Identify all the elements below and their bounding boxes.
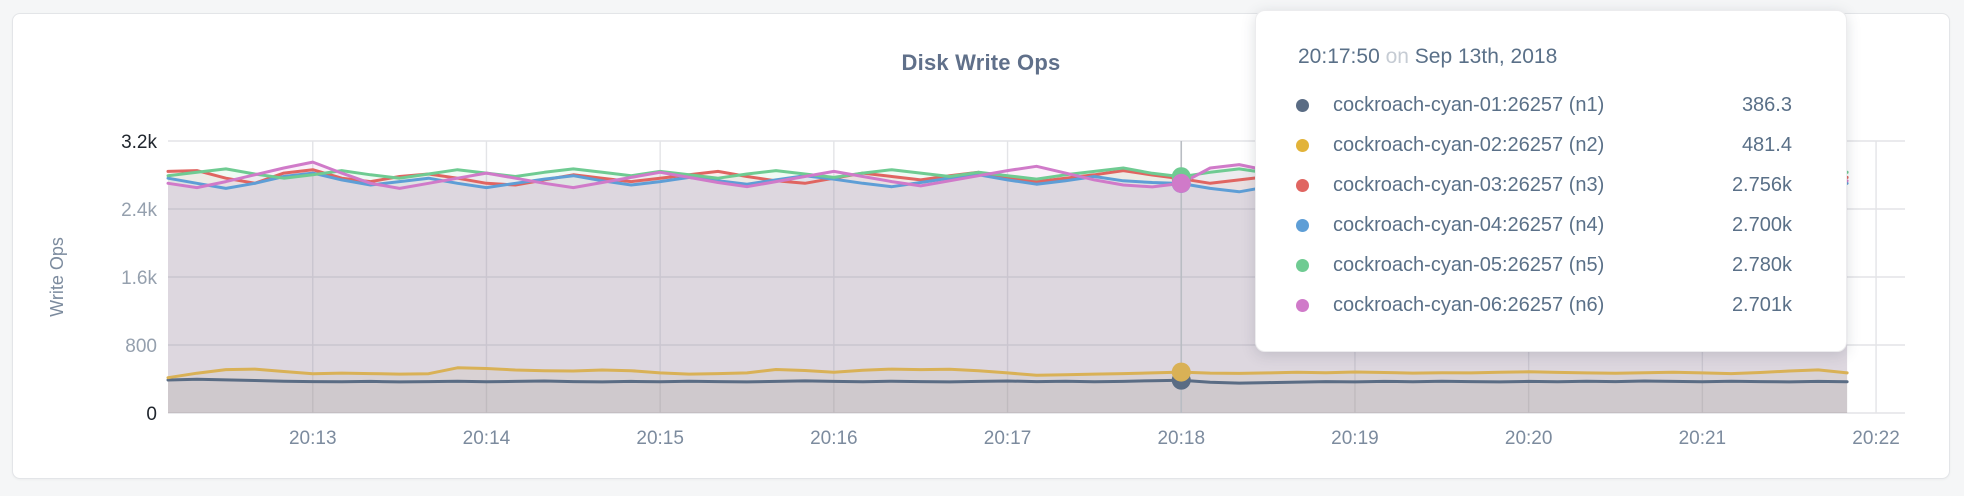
- tooltip-series-row: cockroach-cyan-06:26257 (n6) 2.701k: [1296, 285, 1792, 325]
- series-value: 2.756k: [1731, 173, 1792, 196]
- tooltip-time: 20:17:50: [1298, 45, 1380, 68]
- series-label: cockroach-cyan-03:26257 (n3): [1333, 173, 1605, 196]
- y-axis-tick-label: 800: [125, 336, 157, 357]
- series-value: 2.700k: [1731, 213, 1792, 236]
- x-axis-tick-label: 20:20: [1505, 428, 1553, 449]
- tooltip-on-word: on: [1385, 45, 1409, 68]
- x-axis-tick-label: 20:17: [984, 428, 1032, 449]
- series-area: [168, 379, 1848, 413]
- x-axis-tick-label: 20:21: [1679, 428, 1727, 449]
- series-color-dot-icon: [1296, 298, 1309, 312]
- x-axis-tick-label: 20:16: [810, 428, 858, 449]
- series-line: [166, 377, 1849, 385]
- y-axis-tick-label: 3.2k: [121, 132, 157, 153]
- series-color-dot-icon: [1296, 138, 1309, 152]
- series-color-dot-icon: [1296, 178, 1309, 192]
- hover-tooltip: 20:17:50 on Sep 13th, 2018 cockroach-cya…: [1255, 10, 1847, 352]
- series-label: cockroach-cyan-02:26257 (n2): [1333, 133, 1605, 156]
- chart-title: Disk Write Ops: [901, 50, 1061, 75]
- x-axis-tick-label: 20:14: [463, 428, 511, 449]
- tooltip-series-row: cockroach-cyan-02:26257 (n2) 481.4: [1296, 125, 1792, 165]
- tooltip-series-row: cockroach-cyan-01:26257 (n1) 386.3: [1296, 85, 1792, 125]
- series-color-dot-icon: [1296, 218, 1309, 232]
- x-axis-tick-label: 20:18: [1157, 428, 1205, 449]
- series-value: 2.780k: [1731, 253, 1792, 276]
- x-axis-tick-label: 20:15: [636, 428, 684, 449]
- tooltip-series-row: cockroach-cyan-05:26257 (n5) 2.780k: [1296, 245, 1792, 285]
- series-color-dot-icon: [1296, 98, 1309, 112]
- x-axis-tick-label: 20:19: [1331, 428, 1379, 449]
- hover-marker-dot: [1171, 362, 1191, 382]
- hover-marker-dot: [1171, 173, 1191, 193]
- series-area: [168, 367, 1848, 413]
- series-value: 481.4: [1741, 133, 1792, 156]
- series-label: cockroach-cyan-01:26257 (n1): [1333, 93, 1605, 116]
- y-axis-tick-label: 0: [146, 404, 157, 425]
- tooltip-series-row: cockroach-cyan-04:26257 (n4) 2.700k: [1296, 205, 1792, 245]
- y-axis-tick-label: 1.6k: [121, 268, 157, 289]
- y-axis-title: Write Ops: [47, 237, 67, 317]
- series-label: cockroach-cyan-05:26257 (n5): [1333, 253, 1605, 276]
- series-line: [166, 366, 1849, 380]
- x-axis-tick-label: 20:13: [289, 428, 337, 449]
- series-label: cockroach-cyan-06:26257 (n6): [1333, 293, 1605, 316]
- tooltip-series-row: cockroach-cyan-03:26257 (n3) 2.756k: [1296, 165, 1792, 205]
- tooltip-series-list: cockroach-cyan-01:26257 (n1) 386.3 cockroa…: [1296, 85, 1792, 325]
- tooltip-header: 20:17:50 on Sep 13th, 2018: [1298, 45, 1792, 69]
- y-axis-tick-label: 2.4k: [121, 200, 157, 221]
- series-label: cockroach-cyan-04:26257 (n4): [1333, 213, 1605, 236]
- tooltip-date: Sep 13th, 2018: [1414, 45, 1558, 68]
- series-value: 386.3: [1741, 93, 1792, 116]
- x-axis-tick-label: 20:22: [1852, 428, 1900, 449]
- series-value: 2.701k: [1731, 293, 1792, 316]
- series-color-dot-icon: [1296, 258, 1309, 272]
